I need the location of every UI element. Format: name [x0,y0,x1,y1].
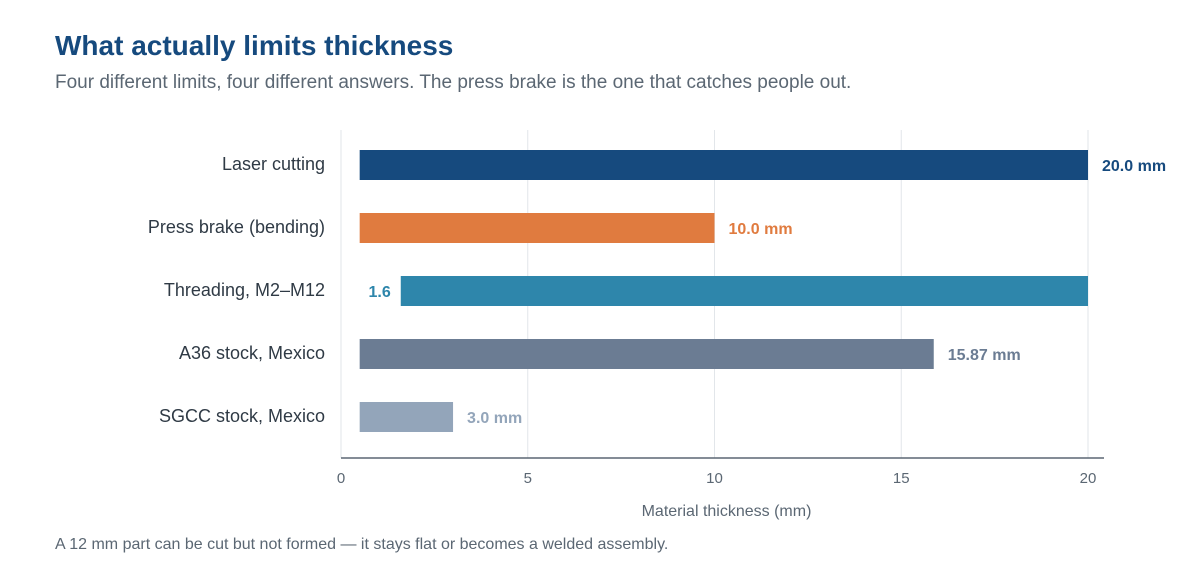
chart-footnote: A 12 mm part can be cut but not formed —… [55,536,669,553]
chart-subtitle: Four different limits, four different an… [55,72,852,93]
x-axis-title: Material thickness (mm) [642,503,812,520]
bar [400,276,1088,306]
category-label: Press brake (bending) [148,217,325,237]
x-tick-label: 15 [893,470,910,487]
x-tick-label: 0 [337,470,345,487]
bar-series [359,150,1088,432]
category-label: A36 stock, Mexico [179,343,325,363]
data-label: 3.0 mm [467,410,522,427]
x-axis: 0 5 10 15 20 [337,457,1104,487]
data-label: 1.6 [369,284,391,301]
chart-title: What actually limits thickness [55,30,454,61]
category-label: SGCC stock, Mexico [159,406,325,426]
x-tick-label: 5 [524,470,532,487]
bar [359,402,454,432]
x-tick-label: 20 [1080,470,1097,487]
bar [359,213,715,243]
data-label: 15.87 mm [948,347,1021,364]
category-label: Laser cutting [222,154,325,174]
category-labels: Laser cutting Press brake (bending) Thread… [148,154,325,426]
data-labels: 20.0 mm 10.0 mm 1.6 15.87 mm 3.0 mm [369,158,1167,427]
bar [359,150,1088,180]
bar [359,339,934,369]
data-label: 10.0 mm [729,221,793,238]
x-tick-label: 10 [706,470,723,487]
category-label: Threading, M2–M12 [164,280,325,300]
data-label: 20.0 mm [1102,158,1166,175]
